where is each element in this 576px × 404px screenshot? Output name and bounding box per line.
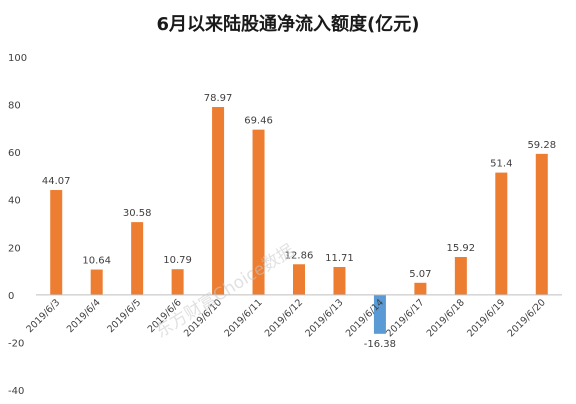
bar: [293, 264, 305, 295]
data-label: 11.71: [325, 253, 354, 264]
x-tick-label: 2019/6/4: [65, 297, 103, 335]
data-label: 10.79: [163, 255, 192, 266]
x-tick-label: 2019/6/18: [425, 297, 467, 339]
x-tick-label: 2019/6/20: [506, 297, 548, 339]
bar: [373, 294, 386, 334]
x-tick-label: 2019/6/5: [105, 297, 143, 335]
data-label: 30.58: [123, 208, 152, 219]
bars: [50, 107, 548, 334]
data-label: 12.86: [285, 250, 314, 261]
x-tick-label: 2019/6/12: [263, 297, 305, 339]
value-labels: 44.07 10.64 30.58 10.79 78.97 69.46 12.86 11.71…: [42, 93, 556, 350]
y-tick-label: 0: [8, 291, 14, 302]
data-label: 44.07: [42, 176, 71, 187]
chart-title: 6月以来陆股通净流入额度(亿元): [157, 13, 420, 35]
x-tick-label: 2019/6/19: [465, 297, 507, 339]
bar: [333, 267, 346, 295]
y-axis-labels: -40 -20 0 20 40 60 80 100: [8, 53, 27, 397]
y-tick-label: 100: [8, 53, 27, 64]
data-label: 51.4: [490, 159, 512, 170]
bar: [454, 256, 467, 295]
data-label: 5.07: [409, 269, 431, 280]
bar: [171, 269, 184, 295]
y-tick-label: -40: [8, 386, 24, 397]
data-label: 69.46: [244, 116, 273, 127]
data-label: 10.64: [82, 256, 111, 267]
data-label: 59.28: [527, 140, 556, 151]
data-label: 78.97: [204, 93, 233, 104]
x-tick-label: 2019/6/11: [222, 297, 264, 339]
bar: [252, 129, 265, 295]
x-tick-label: 2019/6/13: [303, 297, 345, 339]
y-tick-label: 80: [8, 101, 21, 112]
y-tick-label: 60: [8, 148, 21, 159]
bar: [131, 222, 144, 295]
data-label: 15.92: [447, 243, 476, 254]
y-tick-label: 40: [8, 196, 21, 207]
x-tick-label: 2019/6/3: [24, 297, 62, 335]
y-tick-label: -20: [8, 338, 24, 349]
x-tick-label: 2019/6/17: [384, 297, 426, 339]
bar: [212, 107, 225, 295]
bar: [535, 153, 548, 295]
bar: [414, 282, 427, 295]
y-tick-label: 20: [8, 243, 21, 254]
bar: [50, 190, 63, 295]
data-label: -16.38: [364, 339, 396, 350]
x-axis-labels: 2019/6/3 2019/6/4 2019/6/5 2019/6/62019/6/1…: [24, 297, 547, 339]
bar: [90, 269, 103, 295]
bar: [495, 172, 508, 295]
